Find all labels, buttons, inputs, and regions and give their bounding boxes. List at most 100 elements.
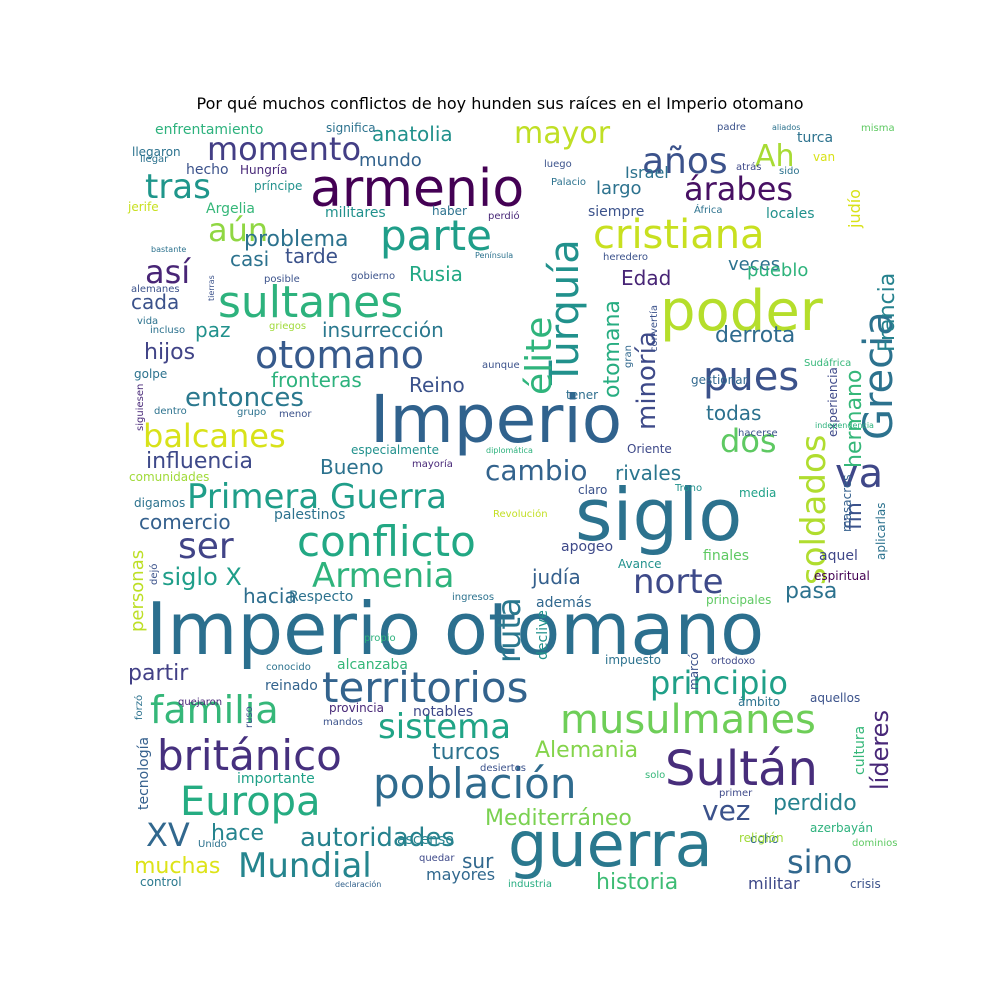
word-atrás: atrás bbox=[736, 161, 762, 173]
word-paz: paz bbox=[195, 318, 230, 342]
word-hungría: Hungría bbox=[240, 163, 287, 177]
word-población: población bbox=[373, 759, 577, 808]
word-tras: tras bbox=[145, 167, 211, 207]
word-golpe: golpe bbox=[134, 367, 167, 381]
word-territorios: territorios bbox=[322, 663, 528, 712]
word-mayor: mayor bbox=[514, 116, 611, 151]
word-crisis: crisis bbox=[850, 877, 881, 891]
word-hecho: hecho bbox=[186, 162, 229, 178]
word-mediterráneo: Mediterráneo bbox=[485, 806, 632, 831]
word-problema: problema bbox=[244, 227, 349, 252]
word-solo: solo bbox=[645, 770, 665, 781]
word-va: va bbox=[835, 451, 883, 497]
word-industria: industria bbox=[508, 879, 552, 890]
word-van: van bbox=[813, 150, 835, 164]
word-heredero: heredero bbox=[603, 252, 648, 263]
word-finales: finales bbox=[703, 548, 749, 564]
word-menor: menor bbox=[279, 409, 312, 420]
word-mandos: mandos bbox=[323, 717, 363, 728]
word-aplicarlas: aplicarlas bbox=[874, 503, 888, 560]
word-unido: Unido bbox=[198, 839, 227, 850]
word-locales: locales bbox=[766, 206, 815, 222]
word-poder: poder bbox=[660, 279, 824, 344]
word-forzó: forzó bbox=[133, 695, 145, 720]
word-masacres: masacres bbox=[840, 474, 854, 532]
word-alcanzaba: alcanzaba bbox=[337, 657, 408, 673]
word-minoría: minoría bbox=[632, 331, 662, 430]
word-oriente: Oriente bbox=[627, 442, 672, 456]
word-mundial: Mundial bbox=[238, 846, 372, 886]
word-primer: primer bbox=[719, 788, 753, 799]
word-además: además bbox=[536, 595, 592, 611]
word-impuesto: impuesto bbox=[605, 653, 661, 667]
word-autoridades: autoridades bbox=[300, 823, 455, 853]
word-otomano: otomano bbox=[255, 333, 424, 377]
word-así: así bbox=[145, 253, 191, 291]
word-años: años bbox=[642, 141, 728, 182]
word-hermano: hermano bbox=[842, 370, 867, 468]
word-ruta: ruta bbox=[490, 597, 528, 663]
word-muchas: muchas bbox=[134, 854, 220, 879]
word-reinado: reinado bbox=[265, 678, 318, 694]
word-influencia: influencia bbox=[146, 449, 253, 474]
word-argelia: Argelia bbox=[206, 201, 255, 217]
word-aquellos: aquellos bbox=[810, 691, 860, 705]
word-provincia: provincia bbox=[329, 701, 384, 715]
word-guerra: guerra bbox=[508, 808, 713, 881]
word-británico: británico bbox=[157, 731, 342, 780]
word-gestionar: gestionar bbox=[691, 373, 748, 387]
word-veces: veces bbox=[728, 254, 780, 275]
word-alemanes: alemanes bbox=[131, 284, 180, 295]
word-francia: Francia bbox=[875, 273, 900, 352]
word-personas: personas bbox=[127, 550, 148, 632]
word-siguiesen: siguiesen bbox=[135, 384, 146, 431]
word-cultura: cultura bbox=[852, 726, 868, 775]
word-claro: claro bbox=[578, 483, 607, 497]
word-edad: Edad bbox=[621, 266, 671, 290]
word-apogeo: apogeo bbox=[561, 539, 613, 555]
word-mayores: mayores bbox=[426, 865, 495, 884]
word-bueno: Bueno bbox=[320, 455, 384, 479]
word-judía: judía bbox=[531, 565, 581, 589]
word-declive: declive bbox=[535, 610, 551, 660]
word-hace: hace bbox=[211, 821, 264, 846]
word-familia: familia bbox=[150, 688, 279, 732]
word-conflicto: conflicto bbox=[297, 517, 476, 566]
word-padre: padre bbox=[717, 122, 746, 133]
word-posible: posible bbox=[264, 274, 300, 285]
word-judío: judío bbox=[845, 189, 864, 229]
word-mayoría: mayoría bbox=[412, 458, 453, 470]
word-imperio: Imperio bbox=[370, 381, 622, 458]
word-gran: gran bbox=[623, 345, 634, 368]
word-sultanes: sultanes bbox=[218, 277, 403, 328]
word-azerbayán: azerbayán bbox=[810, 821, 873, 835]
word-control: control bbox=[140, 875, 182, 889]
word-norte: norte bbox=[633, 562, 724, 602]
word-comunidades: comunidades bbox=[129, 470, 209, 484]
word-bastante: bastante bbox=[151, 245, 186, 254]
word-cristiana: cristiana bbox=[593, 212, 765, 258]
word-mundo: mundo bbox=[359, 150, 422, 171]
word-balcanes: balcanes bbox=[143, 417, 286, 455]
word-sido: sido bbox=[779, 166, 799, 177]
word-primera-guerra: Primera Guerra bbox=[187, 477, 447, 517]
word-ingresos: ingresos bbox=[452, 592, 494, 603]
word-gobierno: gobierno bbox=[351, 271, 395, 282]
word-llegar: llegar bbox=[140, 154, 169, 165]
word-desiertos: desiertos bbox=[480, 763, 526, 774]
word-dominios: dominios bbox=[852, 838, 897, 849]
word-tarde: tarde bbox=[285, 244, 338, 268]
word-enfrentamiento: enfrentamiento bbox=[155, 122, 264, 138]
word-aquel: aquel bbox=[819, 548, 858, 564]
word-militar: militar bbox=[748, 874, 800, 893]
word-ámbito: ámbito bbox=[738, 695, 780, 709]
word-príncipe: príncipe bbox=[254, 179, 302, 193]
chart-title: Por qué muchos conflictos de hoy hunden … bbox=[196, 94, 804, 113]
word-avance: Avance bbox=[618, 557, 662, 571]
word-grecia: Grecia bbox=[856, 311, 902, 440]
word-partir: partir bbox=[128, 661, 189, 686]
word-siglo-x: siglo X bbox=[162, 563, 242, 591]
word-luego: luego bbox=[544, 159, 572, 170]
word-pueblo: pueblo bbox=[747, 260, 808, 281]
